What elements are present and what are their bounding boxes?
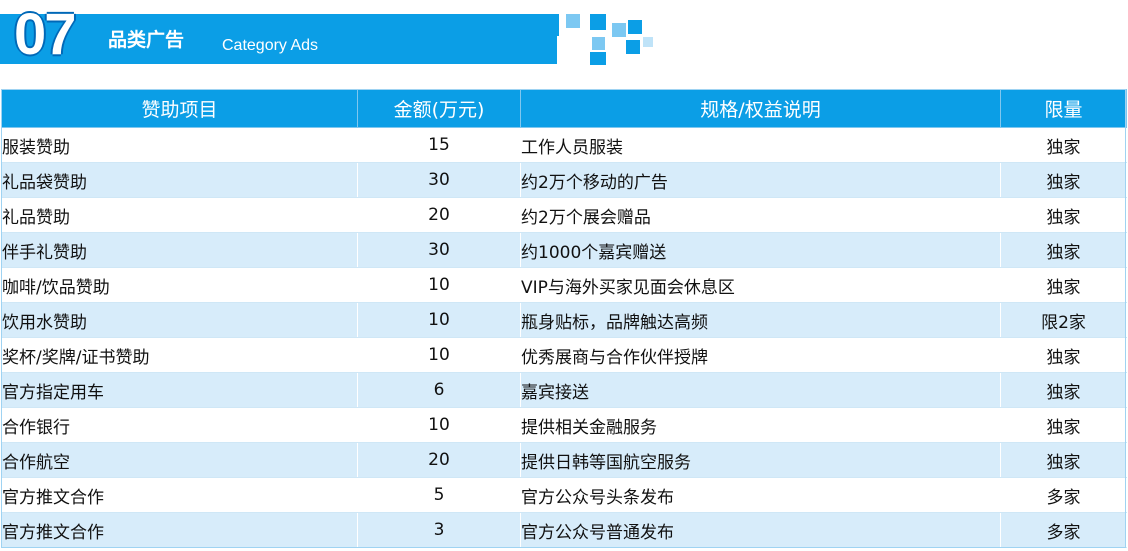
table-row: 官方推文合作 5 官方公众号头条发布 多家 <box>1 477 1127 513</box>
cell-amount: 5 <box>357 477 521 513</box>
cell-item: 官方推文合作 <box>1 512 358 548</box>
cell-amount: 6 <box>357 372 521 408</box>
header-spec: 规格/权益说明 <box>520 89 1001 128</box>
cell-spec: 约1000个嘉宾赠送 <box>520 232 1001 268</box>
cell-limit: 独家 <box>1000 162 1127 198</box>
cell-amount: 10 <box>357 407 521 443</box>
table-row: 奖杯/奖牌/证书赞助 10 优秀展商与合作伙伴授牌 独家 <box>1 337 1127 373</box>
cell-spec: 优秀展商与合作伙伴授牌 <box>520 337 1001 373</box>
cell-limit: 独家 <box>1000 127 1127 163</box>
cell-item: 礼品赞助 <box>1 197 358 233</box>
table-row: 合作银行 10 提供相关金融服务 独家 <box>1 407 1127 443</box>
cell-item: 咖啡/饮品赞助 <box>1 267 358 303</box>
section-banner: 07 品类广告 Category Ads <box>0 6 557 64</box>
cell-amount: 3 <box>357 512 521 548</box>
cell-item: 奖杯/奖牌/证书赞助 <box>1 337 358 373</box>
cell-amount: 10 <box>357 267 521 303</box>
section-title-en: Category Ads <box>222 37 319 54</box>
cell-item: 服装赞助 <box>1 127 358 163</box>
cell-spec: 约2万个展会赠品 <box>520 197 1001 233</box>
table-header-row: 赞助项目 金额(万元) 规格/权益说明 限量 <box>1 89 1127 128</box>
cell-item: 饮用水赞助 <box>1 302 358 338</box>
cell-item: 合作航空 <box>1 442 358 478</box>
header-amount: 金额(万元) <box>357 89 521 128</box>
table-row: 官方指定用车 6 嘉宾接送 独家 <box>1 372 1127 408</box>
table-row: 服装赞助 15 工作人员服装 独家 <box>1 127 1127 163</box>
cell-limit: 独家 <box>1000 267 1127 303</box>
cell-spec: 官方公众号头条发布 <box>520 477 1001 513</box>
cell-item: 官方指定用车 <box>1 372 358 408</box>
cell-spec: 提供日韩等国航空服务 <box>520 442 1001 478</box>
section-number: 07 <box>14 2 76 67</box>
sponsorship-table: 赞助项目 金额(万元) 规格/权益说明 限量 服装赞助 15 工作人员服装 独家… <box>1 89 1127 548</box>
cell-spec: 瓶身贴标，品牌触达高频 <box>520 302 1001 338</box>
table-row: 礼品赞助 20 约2万个展会赠品 独家 <box>1 197 1127 233</box>
cell-spec: 约2万个移动的广告 <box>520 162 1001 198</box>
table-row: 伴手礼赞助 30 约1000个嘉宾赠送 独家 <box>1 232 1127 268</box>
cell-limit: 独家 <box>1000 372 1127 408</box>
table-row: 饮用水赞助 10 瓶身贴标，品牌触达高频 限2家 <box>1 302 1127 338</box>
cell-limit: 独家 <box>1000 407 1127 443</box>
cell-limit: 独家 <box>1000 232 1127 268</box>
table-row: 礼品袋赞助 30 约2万个移动的广告 独家 <box>1 162 1127 198</box>
header-limit: 限量 <box>1000 89 1127 128</box>
table-row: 官方推文合作 3 官方公众号普通发布 多家 <box>1 512 1127 548</box>
cell-amount: 10 <box>357 302 521 338</box>
cell-limit: 独家 <box>1000 442 1127 478</box>
cell-amount: 10 <box>357 337 521 373</box>
cell-amount: 30 <box>357 162 521 198</box>
cell-amount: 15 <box>357 127 521 163</box>
cell-item: 伴手礼赞助 <box>1 232 358 268</box>
cell-item: 礼品袋赞助 <box>1 162 358 198</box>
cell-item: 官方推文合作 <box>1 477 358 513</box>
cell-spec: 嘉宾接送 <box>520 372 1001 408</box>
cell-spec: 官方公众号普通发布 <box>520 512 1001 548</box>
cell-amount: 30 <box>357 232 521 268</box>
cell-amount: 20 <box>357 197 521 233</box>
table-row: 咖啡/饮品赞助 10 VIP与海外买家见面会休息区 独家 <box>1 267 1127 303</box>
cell-limit: 多家 <box>1000 512 1127 548</box>
cell-amount: 20 <box>357 442 521 478</box>
cell-spec: VIP与海外买家见面会休息区 <box>520 267 1001 303</box>
cell-spec: 提供相关金融服务 <box>520 407 1001 443</box>
cell-limit: 独家 <box>1000 337 1127 373</box>
header-item: 赞助项目 <box>1 89 358 128</box>
cell-spec: 工作人员服装 <box>520 127 1001 163</box>
cell-limit: 多家 <box>1000 477 1127 513</box>
cell-item: 合作银行 <box>1 407 358 443</box>
section-title-cn: 品类广告 <box>108 29 185 51</box>
cell-limit: 独家 <box>1000 197 1127 233</box>
cell-limit: 限2家 <box>1000 302 1127 338</box>
table-row: 合作航空 20 提供日韩等国航空服务 独家 <box>1 442 1127 478</box>
